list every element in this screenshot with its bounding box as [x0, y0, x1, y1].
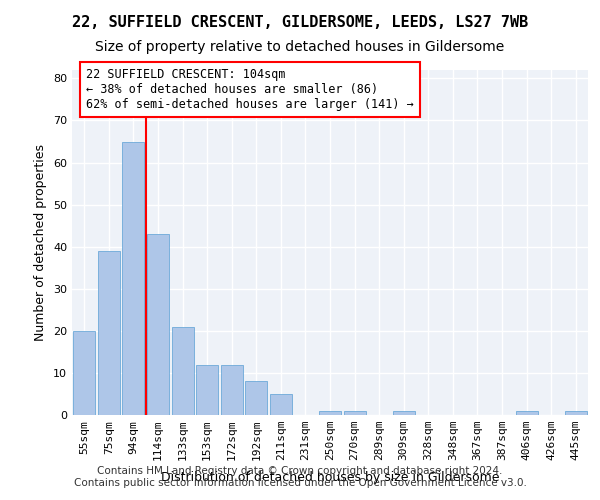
Bar — [147, 234, 169, 415]
Bar — [221, 364, 243, 415]
Bar — [270, 394, 292, 415]
Bar — [98, 251, 120, 415]
Bar — [515, 411, 538, 415]
Bar — [196, 364, 218, 415]
X-axis label: Distribution of detached houses by size in Gildersome: Distribution of detached houses by size … — [161, 472, 499, 484]
Bar — [565, 411, 587, 415]
Bar — [392, 411, 415, 415]
Text: Size of property relative to detached houses in Gildersome: Size of property relative to detached ho… — [95, 40, 505, 54]
Bar — [344, 411, 365, 415]
Text: Contains HM Land Registry data © Crown copyright and database right 2024.
Contai: Contains HM Land Registry data © Crown c… — [74, 466, 526, 487]
Y-axis label: Number of detached properties: Number of detached properties — [34, 144, 47, 341]
Bar — [122, 142, 145, 415]
Bar — [73, 331, 95, 415]
Bar — [319, 411, 341, 415]
Text: 22, SUFFIELD CRESCENT, GILDERSOME, LEEDS, LS27 7WB: 22, SUFFIELD CRESCENT, GILDERSOME, LEEDS… — [72, 15, 528, 30]
Bar — [245, 382, 268, 415]
Bar — [172, 326, 194, 415]
Text: 22 SUFFIELD CRESCENT: 104sqm
← 38% of detached houses are smaller (86)
62% of se: 22 SUFFIELD CRESCENT: 104sqm ← 38% of de… — [86, 68, 414, 111]
